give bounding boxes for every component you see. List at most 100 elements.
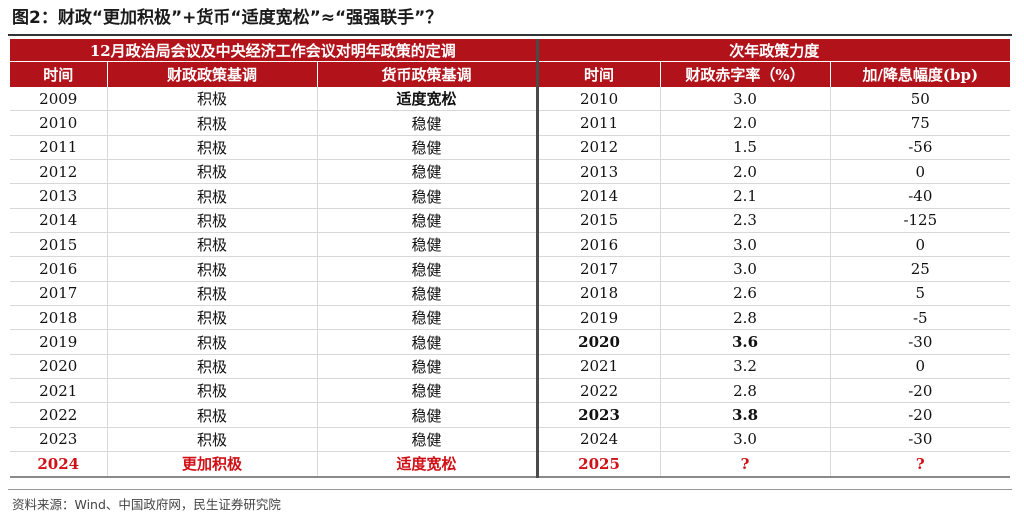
cell-deficit-ratio: 3.6 bbox=[660, 329, 831, 355]
cell-monetary-stance: 稳健 bbox=[317, 183, 538, 209]
cell-deficit-ratio: 2.6 bbox=[660, 281, 831, 307]
cell-monetary-stance: 适度宽松 bbox=[317, 451, 538, 478]
left-banner: 12月政治局会议及中央经济工作会议对明年政策的定调 bbox=[10, 39, 538, 62]
cell-next-year: 2010 bbox=[535, 87, 661, 112]
cell-next-year: 2016 bbox=[535, 232, 661, 258]
cell-rate-change: -5 bbox=[830, 305, 1011, 331]
cell-deficit-ratio: 3.0 bbox=[660, 87, 831, 112]
cell-year: 2009 bbox=[10, 87, 108, 112]
cell-monetary-stance: 稳健 bbox=[317, 281, 538, 307]
cell-rate-change: -30 bbox=[830, 329, 1011, 355]
cell-fiscal-stance: 积极 bbox=[107, 87, 318, 112]
cell-next-year: 2025 bbox=[535, 451, 661, 478]
cell-fiscal-stance: 积极 bbox=[107, 135, 318, 161]
cell-year: 2018 bbox=[10, 305, 108, 331]
table-row: 2010 积极 稳健 2011 2.0 75 bbox=[10, 110, 1011, 136]
cell-monetary-stance: 稳健 bbox=[317, 232, 538, 258]
cell-rate-change: 0 bbox=[830, 354, 1011, 380]
table-row: 2017 积极 稳健 2018 2.6 5 bbox=[10, 281, 1011, 307]
cell-rate-change: 0 bbox=[830, 159, 1011, 185]
cell-rate-change: 5 bbox=[830, 281, 1011, 307]
header-rate-change: 加/降息幅度(bp) bbox=[830, 61, 1011, 87]
cell-fiscal-stance: 积极 bbox=[107, 183, 318, 209]
cell-next-year: 2023 bbox=[535, 402, 661, 428]
cell-monetary-stance: 稳健 bbox=[317, 305, 538, 331]
cell-deficit-ratio: 3.8 bbox=[660, 402, 831, 428]
cell-year: 2014 bbox=[10, 208, 108, 234]
cell-monetary-stance: 稳健 bbox=[317, 427, 538, 453]
table-row: 2016 积极 稳健 2017 3.0 25 bbox=[10, 256, 1011, 282]
cell-next-year: 2017 bbox=[535, 256, 661, 282]
cell-deficit-ratio: 2.8 bbox=[660, 378, 831, 404]
cell-next-year: 2024 bbox=[535, 427, 661, 453]
title-divider bbox=[8, 34, 1012, 36]
footer-divider bbox=[8, 489, 1012, 490]
cell-fiscal-stance: 积极 bbox=[107, 281, 318, 307]
cell-monetary-stance: 稳健 bbox=[317, 208, 538, 234]
header-year: 时间 bbox=[10, 61, 108, 87]
cell-year: 2024 bbox=[10, 451, 108, 478]
cell-fiscal-stance: 积极 bbox=[107, 305, 318, 331]
cell-next-year: 2020 bbox=[535, 329, 661, 355]
cell-next-year: 2014 bbox=[535, 183, 661, 209]
cell-fiscal-stance: 积极 bbox=[107, 256, 318, 282]
cell-monetary-stance: 稳健 bbox=[317, 256, 538, 282]
table-row: 2024 更加积极 适度宽松 2025?? bbox=[10, 451, 1011, 478]
cell-deficit-ratio: 3.2 bbox=[660, 354, 831, 380]
table-row: 2018 积极 稳健 2019 2.8 -5 bbox=[10, 305, 1011, 331]
cell-deficit-ratio: 3.0 bbox=[660, 232, 831, 258]
cell-monetary-stance: 稳健 bbox=[317, 402, 538, 428]
cell-rate-change: 0 bbox=[830, 232, 1011, 258]
table-row: 2009 积极 适度宽松 2010 3.0 50 bbox=[10, 87, 1011, 112]
table-row: 2012 积极 稳健 2013 2.0 0 bbox=[10, 159, 1011, 185]
cell-deficit-ratio: 2.8 bbox=[660, 305, 831, 331]
cell-year: 2013 bbox=[10, 183, 108, 209]
cell-fiscal-stance: 积极 bbox=[107, 159, 318, 185]
cell-deficit-ratio: 3.0 bbox=[660, 427, 831, 453]
cell-year: 2020 bbox=[10, 354, 108, 380]
table-row: 2011 积极 稳健 2012 1.5 -56 bbox=[10, 135, 1011, 161]
policy-table: 12月政治局会议及中央经济工作会议对明年政策的定调 次年政策力度 时间 财政政策… bbox=[10, 39, 1011, 478]
cell-monetary-stance: 适度宽松 bbox=[317, 87, 538, 112]
cell-year: 2016 bbox=[10, 256, 108, 282]
cell-deficit-ratio: 2.0 bbox=[660, 110, 831, 136]
cell-next-year: 2021 bbox=[535, 354, 661, 380]
right-banner: 次年政策力度 bbox=[535, 39, 1011, 62]
cell-next-year: 2013 bbox=[535, 159, 661, 185]
cell-monetary-stance: 稳健 bbox=[317, 354, 538, 380]
cell-fiscal-stance: 积极 bbox=[107, 329, 318, 355]
cell-monetary-stance: 稳健 bbox=[317, 135, 538, 161]
table-row: 2021 积极 稳健 2022 2.8 -20 bbox=[10, 378, 1011, 404]
table-row: 2013 积极 稳健 2014 2.1 -40 bbox=[10, 183, 1011, 209]
cell-rate-change: -30 bbox=[830, 427, 1011, 453]
cell-deficit-ratio: 1.5 bbox=[660, 135, 831, 161]
table-row: 2014 积极 稳健 2015 2.3 -125 bbox=[10, 208, 1011, 234]
cell-year: 2011 bbox=[10, 135, 108, 161]
cell-monetary-stance: 稳健 bbox=[317, 378, 538, 404]
cell-next-year: 2015 bbox=[535, 208, 661, 234]
cell-deficit-ratio: 2.1 bbox=[660, 183, 831, 209]
cell-rate-change: -125 bbox=[830, 208, 1011, 234]
cell-rate-change: -20 bbox=[830, 402, 1011, 428]
table-row: 2023 积极 稳健 2024 3.0 -30 bbox=[10, 427, 1011, 453]
cell-deficit-ratio: 2.3 bbox=[660, 208, 831, 234]
cell-fiscal-stance: 积极 bbox=[107, 232, 318, 258]
header-deficit-ratio: 财政赤字率（%） bbox=[660, 61, 831, 87]
cell-deficit-ratio: ? bbox=[660, 451, 831, 478]
header-fiscal-stance: 财政政策基调 bbox=[107, 61, 318, 87]
cell-year: 2012 bbox=[10, 159, 108, 185]
cell-next-year: 2012 bbox=[535, 135, 661, 161]
cell-rate-change: -56 bbox=[830, 135, 1011, 161]
cell-rate-change: ? bbox=[830, 451, 1011, 478]
cell-year: 2010 bbox=[10, 110, 108, 136]
cell-year: 2022 bbox=[10, 402, 108, 428]
cell-rate-change: 50 bbox=[830, 87, 1011, 112]
cell-fiscal-stance: 积极 bbox=[107, 378, 318, 404]
figure-title: 图2：财政“更加积极”+货币“适度宽松”≈“强强联手”？ bbox=[12, 8, 443, 28]
cell-year: 2019 bbox=[10, 329, 108, 355]
header-monetary-stance: 货币政策基调 bbox=[317, 61, 538, 87]
source-note: 资料来源：Wind、中国政府网，民生证券研究院 bbox=[12, 497, 281, 512]
cell-deficit-ratio: 2.0 bbox=[660, 159, 831, 185]
cell-fiscal-stance: 积极 bbox=[107, 354, 318, 380]
cell-next-year: 2019 bbox=[535, 305, 661, 331]
